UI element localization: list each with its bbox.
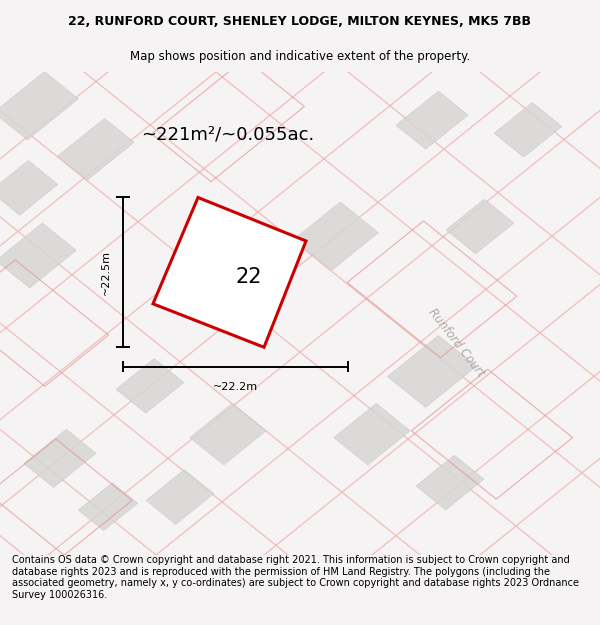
- Polygon shape: [0, 223, 76, 288]
- Polygon shape: [396, 91, 468, 149]
- Polygon shape: [334, 404, 410, 465]
- Text: ~22.5m: ~22.5m: [101, 250, 111, 295]
- Polygon shape: [153, 198, 306, 348]
- Polygon shape: [0, 161, 58, 215]
- Text: Map shows position and indicative extent of the property.: Map shows position and indicative extent…: [130, 49, 470, 62]
- Polygon shape: [79, 482, 137, 531]
- Text: ~22.2m: ~22.2m: [213, 382, 258, 392]
- Polygon shape: [0, 71, 79, 140]
- Text: Contains OS data © Crown copyright and database right 2021. This information is : Contains OS data © Crown copyright and d…: [12, 555, 579, 600]
- Polygon shape: [494, 102, 562, 157]
- Text: ~221m²/~0.055ac.: ~221m²/~0.055ac.: [142, 126, 314, 144]
- Polygon shape: [293, 202, 379, 270]
- Text: 22: 22: [236, 268, 262, 288]
- Polygon shape: [190, 404, 266, 465]
- Polygon shape: [416, 455, 484, 510]
- Polygon shape: [388, 336, 476, 408]
- Polygon shape: [146, 470, 214, 524]
- Text: 22, RUNFORD COURT, SHENLEY LODGE, MILTON KEYNES, MK5 7BB: 22, RUNFORD COURT, SHENLEY LODGE, MILTON…: [68, 15, 532, 28]
- Polygon shape: [446, 199, 514, 254]
- Text: Runford Court: Runford Court: [425, 306, 487, 379]
- Polygon shape: [24, 429, 96, 488]
- Polygon shape: [58, 118, 134, 180]
- Polygon shape: [116, 359, 184, 413]
